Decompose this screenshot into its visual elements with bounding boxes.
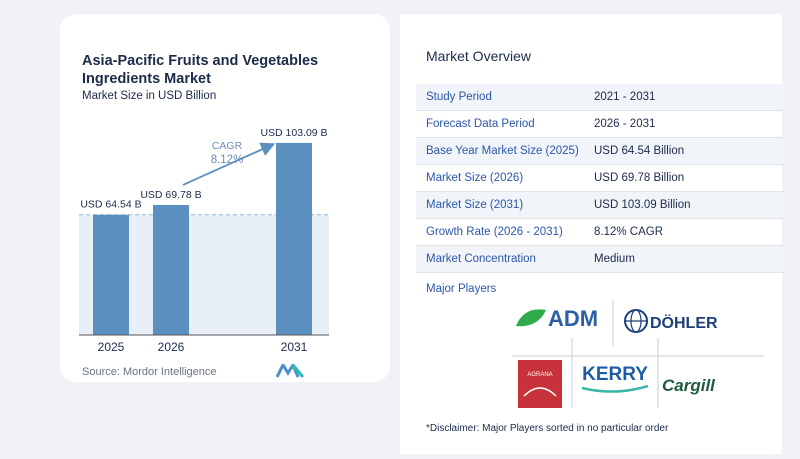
player-logos: ADM DÖHLER AGRANA KERRY Cargill bbox=[512, 300, 764, 408]
cagr-label: CAGR bbox=[212, 140, 243, 152]
row-value: Medium bbox=[594, 253, 635, 265]
source-note: Source: Mordor Intelligence bbox=[82, 366, 217, 378]
row-value: 2026 - 2031 bbox=[594, 118, 656, 130]
row-value: USD 103.09 Billion bbox=[594, 199, 691, 211]
adm-logo-text: ADM bbox=[548, 306, 598, 331]
table-row: Market Size (2026) USD 69.78 Billion bbox=[416, 165, 784, 192]
row-value: USD 69.78 Billion bbox=[594, 172, 685, 184]
row-value: 2021 - 2031 bbox=[594, 91, 656, 103]
major-players-label: Major Players bbox=[426, 283, 497, 295]
x-tick-label: 2031 bbox=[281, 340, 308, 354]
x-tick-label: 2025 bbox=[98, 340, 125, 354]
table-row: Market Concentration Medium bbox=[416, 246, 784, 273]
adm-logo: ADM bbox=[516, 306, 598, 331]
chart-subtitle: Market Size in USD Billion bbox=[82, 90, 217, 102]
row-label: Market Concentration bbox=[426, 253, 536, 265]
row-label: Growth Rate (2026 - 2031) bbox=[426, 226, 563, 238]
disclaimer: *Disclaimer: Major Players sorted in no … bbox=[426, 423, 669, 434]
overview-title: Market Overview bbox=[426, 48, 532, 64]
bar-value-label: USD 69.78 B bbox=[140, 189, 201, 201]
agrana-logo-text: AGRANA bbox=[527, 372, 552, 378]
overview-table: Study Period 2021 - 2031 Forecast Data P… bbox=[416, 84, 784, 273]
dohler-logo: DÖHLER bbox=[624, 309, 718, 333]
bar-value-label: USD 103.09 B bbox=[260, 127, 327, 139]
row-value: 8.12% CAGR bbox=[594, 226, 664, 238]
bar-2026 bbox=[153, 204, 189, 335]
bar-value-label: USD 64.54 B bbox=[80, 199, 141, 211]
table-row: Study Period 2021 - 2031 bbox=[416, 84, 784, 111]
row-value: USD 64.54 Billion bbox=[594, 145, 685, 157]
kerry-swoosh-icon bbox=[581, 384, 649, 393]
row-label: Study Period bbox=[426, 91, 492, 103]
bar-2025 bbox=[93, 214, 129, 335]
agrana-badge-icon bbox=[518, 360, 562, 408]
row-label: Market Size (2026) bbox=[426, 172, 524, 184]
adm-leaf-icon bbox=[516, 309, 546, 327]
table-row: Forecast Data Period 2026 - 2031 bbox=[416, 111, 784, 138]
cagr-value: 8.12% bbox=[211, 154, 244, 166]
row-label: Base Year Market Size (2025) bbox=[426, 145, 579, 157]
cargill-logo-text: Cargill bbox=[662, 376, 716, 395]
x-tick-label: 2026 bbox=[158, 340, 185, 354]
bar-chart: USD 64.54 B 2025 USD 69.78 B 2026 USD 103.09… bbox=[79, 127, 329, 354]
kerry-logo: KERRY bbox=[581, 364, 649, 393]
cargill-logo: Cargill bbox=[662, 376, 716, 395]
chart-title: Asia-Pacific Fruits and Vegetables Ingre… bbox=[82, 53, 319, 87]
table-row: Market Size (2031) USD 103.09 Billion bbox=[416, 192, 784, 219]
agrana-logo: AGRANA bbox=[518, 360, 562, 408]
row-label: Market Size (2031) bbox=[426, 199, 524, 211]
dohler-logo-text: DÖHLER bbox=[650, 313, 718, 332]
cagr-arrow bbox=[182, 142, 276, 186]
row-label: Forecast Data Period bbox=[426, 118, 535, 130]
table-row: Growth Rate (2026 - 2031) 8.12% CAGR bbox=[416, 219, 784, 246]
kerry-logo-text: KERRY bbox=[582, 364, 648, 385]
bar-2031 bbox=[276, 142, 312, 335]
table-row: Base Year Market Size (2025) USD 64.54 B… bbox=[416, 138, 784, 165]
mordor-logo-icon bbox=[276, 364, 304, 378]
